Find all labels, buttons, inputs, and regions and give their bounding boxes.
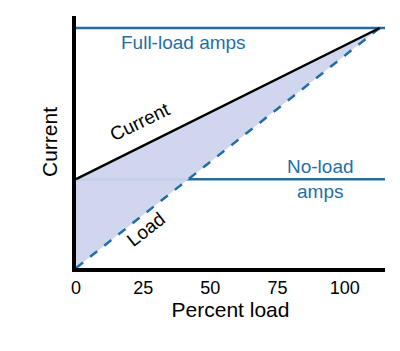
svg-text:Percent load: Percent load [172, 298, 290, 321]
svg-text:Current: Current [38, 107, 61, 177]
svg-text:Load: Load [123, 208, 169, 251]
svg-text:No-loadamps: No-loadamps [287, 156, 354, 202]
svg-text:100: 100 [330, 278, 360, 298]
svg-text:75: 75 [268, 278, 288, 298]
svg-text:Full-load amps: Full-load amps [121, 32, 246, 53]
svg-text:50: 50 [200, 278, 220, 298]
svg-text:0: 0 [71, 278, 81, 298]
svg-text:25: 25 [133, 278, 153, 298]
svg-text:Current: Current [107, 98, 174, 145]
